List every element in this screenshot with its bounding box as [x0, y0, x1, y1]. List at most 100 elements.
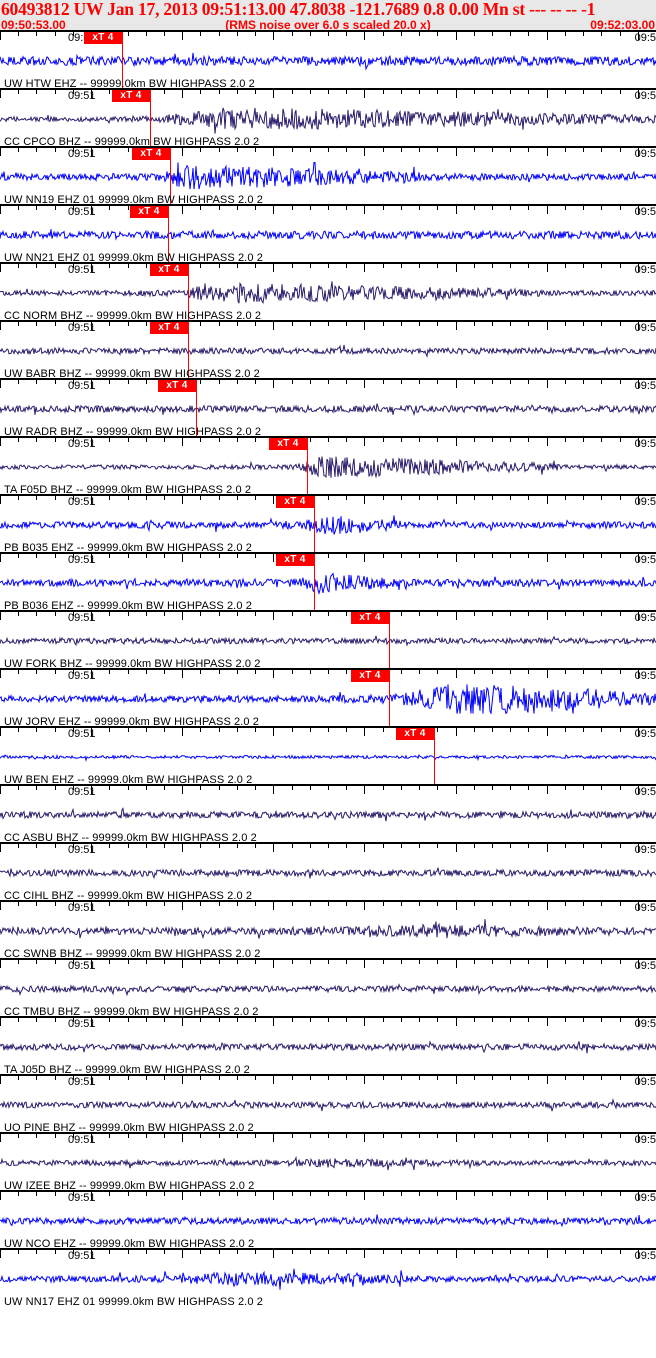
trace-row[interactable]: 09:51 09:5 xT 4 UW NN19 EHZ 01 99999.0km BW…: [0, 146, 656, 204]
axis-tick: [36, 90, 37, 94]
axis-tick: [583, 960, 584, 964]
axis-tick: [547, 960, 548, 968]
axis-tick: [0, 1018, 1, 1026]
trace-row[interactable]: 09:51 09:5 xT 4 UW RADR BHZ -- 99999.0km BW…: [0, 378, 656, 436]
phase-pick-label[interactable]: xT 4: [351, 612, 389, 624]
axis-tick: [364, 728, 365, 736]
trace-start-time-label: 09:51: [68, 322, 96, 334]
axis-tick: [638, 264, 639, 272]
trace-row[interactable]: 09:51 09:5 UO PINE BHZ -- 99999.0km BW HIG…: [0, 1074, 656, 1132]
axis-tick: [474, 1076, 475, 1080]
phase-pick-line[interactable]: [196, 380, 197, 436]
phase-pick-label[interactable]: xT 4: [396, 728, 434, 740]
axis-tick: [55, 90, 56, 94]
trace-row[interactable]: 09:51 09:5 xT 4 UW JORV EHZ -- 99999.0km BW…: [0, 668, 656, 726]
axis-tick: [565, 1018, 566, 1022]
axis-tick: [547, 670, 548, 678]
trace-end-time-label: 09:5: [634, 206, 656, 218]
axis-tick: [510, 206, 511, 210]
phase-pick-line[interactable]: [389, 612, 390, 668]
axis-tick: [620, 90, 621, 94]
axis-tick: [383, 1076, 384, 1080]
phase-pick-label[interactable]: xT 4: [112, 90, 150, 102]
phase-pick-line[interactable]: [122, 32, 123, 88]
axis-tick: [273, 1192, 274, 1200]
axis-tick: [474, 844, 475, 848]
phase-pick-line[interactable]: [314, 554, 315, 610]
time-axis-ticks: [0, 380, 656, 388]
phase-pick-line[interactable]: [434, 728, 435, 784]
trace-row[interactable]: 09:51 09:5 xT 4 CC NORM BHZ -- 99999.0km BW…: [0, 262, 656, 320]
trace-start-time-label: 09:51: [68, 206, 96, 218]
phase-pick-line[interactable]: [170, 148, 171, 204]
time-axis-ticks: [0, 1192, 656, 1200]
axis-tick: [18, 902, 19, 906]
trace-row[interactable]: 09:51 09:5 xT 4 UW FORK BHZ -- 99999.0km BW…: [0, 610, 656, 668]
time-axis-ticks: [0, 148, 656, 156]
trace-row[interactable]: 09:51 09:5 xT 4 TA F05D BHZ -- 99999.0km BW…: [0, 436, 656, 494]
axis-tick: [456, 438, 457, 446]
phase-pick-label[interactable]: xT 4: [158, 380, 196, 392]
axis-tick: [182, 1134, 183, 1142]
axis-tick: [364, 1018, 365, 1026]
trace-row[interactable]: 09:51 09:5 CC TMBU BHZ -- 99999.0km BW HIG…: [0, 958, 656, 1016]
phase-pick-label[interactable]: xT 4: [276, 554, 314, 566]
phase-pick-label[interactable]: xT 4: [150, 322, 188, 334]
trace-row[interactable]: 09:51 09:5 UW IZEE BHZ -- 99999.0km BW HIG…: [0, 1132, 656, 1190]
trace-row[interactable]: 09:51 09:5 TA J05D BHZ -- 99999.0km BW HIG…: [0, 1016, 656, 1074]
axis-tick: [364, 264, 365, 272]
axis-tick: [310, 902, 311, 906]
phase-pick-label[interactable]: xT 4: [130, 206, 168, 218]
trace-row[interactable]: 09:51 09:5 xT 4 PB B036 EHZ -- 99999.0km BW…: [0, 552, 656, 610]
phase-pick-label[interactable]: xT 4: [269, 438, 307, 450]
axis-tick: [219, 322, 220, 326]
axis-tick: [292, 902, 293, 906]
axis-tick: [419, 438, 420, 442]
axis-tick: [383, 148, 384, 152]
phase-pick-line[interactable]: [188, 322, 189, 378]
trace-row[interactable]: 09:51 09:5 CC ASBU BHZ -- 99999.0km BW HIG…: [0, 784, 656, 842]
trace-row[interactable]: 09:51 09:5 xT 4 CC CPCO BHZ -- 99999.0km BW…: [0, 88, 656, 146]
axis-tick: [492, 438, 493, 442]
axis-tick: [437, 960, 438, 964]
phase-pick-label[interactable]: xT 4: [84, 32, 122, 44]
phase-pick-label[interactable]: xT 4: [150, 264, 188, 276]
trace-row[interactable]: 09:51 09:5 UW NCO EHZ -- 99999.0km BW HIGH…: [0, 1190, 656, 1248]
phase-pick-label[interactable]: xT 4: [276, 496, 314, 508]
axis-tick: [18, 496, 19, 500]
phase-pick-line[interactable]: [188, 264, 189, 320]
axis-tick: [346, 1192, 347, 1196]
trace-row[interactable]: 09:51 09:5 xT 4 UW NN21 EHZ 01 99999.0km BW…: [0, 204, 656, 262]
phase-pick-line[interactable]: [168, 206, 169, 262]
phase-pick-line[interactable]: [307, 438, 308, 494]
axis-tick: [237, 670, 238, 674]
axis-tick: [255, 612, 256, 616]
axis-tick: [346, 438, 347, 442]
axis-tick: [565, 670, 566, 674]
trace-row[interactable]: 09:51 09:5 xT 4 UW BEN EHZ -- 99999.0km BW …: [0, 726, 656, 784]
trace-row[interactable]: 09:51 09:5 CC SWNB BHZ -- 99999.0km BW HIG…: [0, 900, 656, 958]
axis-tick: [36, 1018, 37, 1022]
axis-tick: [146, 32, 147, 36]
phase-pick-line[interactable]: [389, 670, 390, 726]
phase-pick-line[interactable]: [314, 496, 315, 552]
axis-tick: [310, 960, 311, 964]
phase-pick-line[interactable]: [150, 90, 151, 146]
trace-row[interactable]: 09:51 09:5 CC CIHL BHZ -- 99999.0km BW HIG…: [0, 842, 656, 900]
axis-tick: [36, 32, 37, 36]
trace-row[interactable]: 09:51 09:5 UW NN17 EHZ 01 99999.0km BW HIG…: [0, 1248, 656, 1306]
axis-tick: [128, 1076, 129, 1080]
trace-end-time-label: 09:5: [634, 90, 656, 102]
axis-tick: [164, 32, 165, 36]
phase-pick-label[interactable]: xT 4: [351, 670, 389, 682]
phase-pick-label[interactable]: xT 4: [132, 148, 170, 160]
trace-end-time-label: 09:5: [634, 496, 656, 508]
axis-tick: [237, 902, 238, 906]
trace-row[interactable]: 09:51 09:5 xT 4 PB B035 EHZ -- 99999.0km BW…: [0, 494, 656, 552]
axis-tick: [638, 32, 639, 40]
axis-tick: [146, 1076, 147, 1080]
trace-row[interactable]: 09:51 09:5 xT 4 UW BABR BHZ -- 99999.0km BW…: [0, 320, 656, 378]
axis-tick: [601, 1134, 602, 1138]
axis-tick: [310, 844, 311, 848]
trace-row[interactable]: 09:51 09:5 xT 4 UW HTW EHZ -- 99999.0km BW …: [0, 30, 656, 88]
